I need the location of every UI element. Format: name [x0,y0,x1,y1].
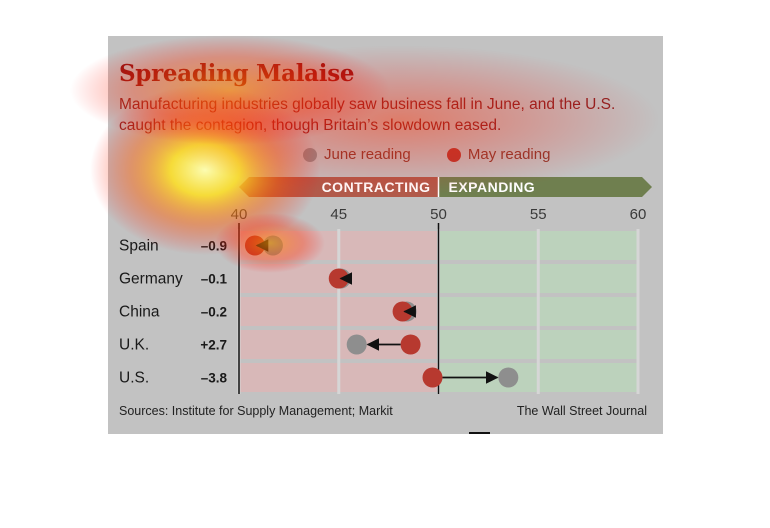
x-tick-label: 50 [430,206,447,223]
row-label-uk: U.K. [119,337,149,354]
x-tick-label: 55 [530,206,547,223]
expanding-label: EXPANDING [449,179,536,195]
sources-note: Sources: Institute for Supply Management… [119,404,393,418]
chart-title: Spreading Malaise [119,60,355,87]
contracting-label: CONTRACTING [322,179,431,195]
row-label-china: China [119,304,160,321]
x-tick-label: 40 [231,206,248,223]
legend-label-may: May reading [467,146,551,163]
may-reading-dot [392,301,413,322]
may-reading-dot [422,367,443,388]
legend: June reading May reading [303,146,582,166]
change-value: –0.1 [201,272,228,287]
change-value: +2.7 [200,338,227,353]
may-reading-dot [244,235,265,256]
change-value: –3.8 [201,371,228,386]
change-value: –0.2 [201,305,227,320]
publisher-credit: The Wall Street Journal [516,404,647,418]
june-reading-dot [346,334,367,355]
row-label-spain: Spain [119,238,159,255]
may-reading-dot [328,268,349,289]
row-label-germany: Germany [119,271,183,288]
x-tick-label: 45 [330,206,347,223]
change-value: –0.9 [201,239,227,254]
chart-subtitle: Manufacturing industries globally saw bu… [119,96,616,134]
chart-card: 40 45 50 55 60 CONTRACTING EXPANDING Spain –0.9 G… [108,36,663,434]
legend-item-may: May reading [446,146,551,163]
legend-label-june: June reading [324,146,411,163]
legend-swatch-june [303,147,317,162]
row-label-us: U.S. [119,370,149,387]
legend-item-june: June reading [303,146,411,163]
legend-swatch-may [446,147,461,162]
divider-mark [469,432,490,434]
june-reading-dot [262,235,283,256]
may-reading-dot [400,334,421,355]
x-tick-label: 60 [630,206,647,223]
june-reading-dot [498,367,519,388]
